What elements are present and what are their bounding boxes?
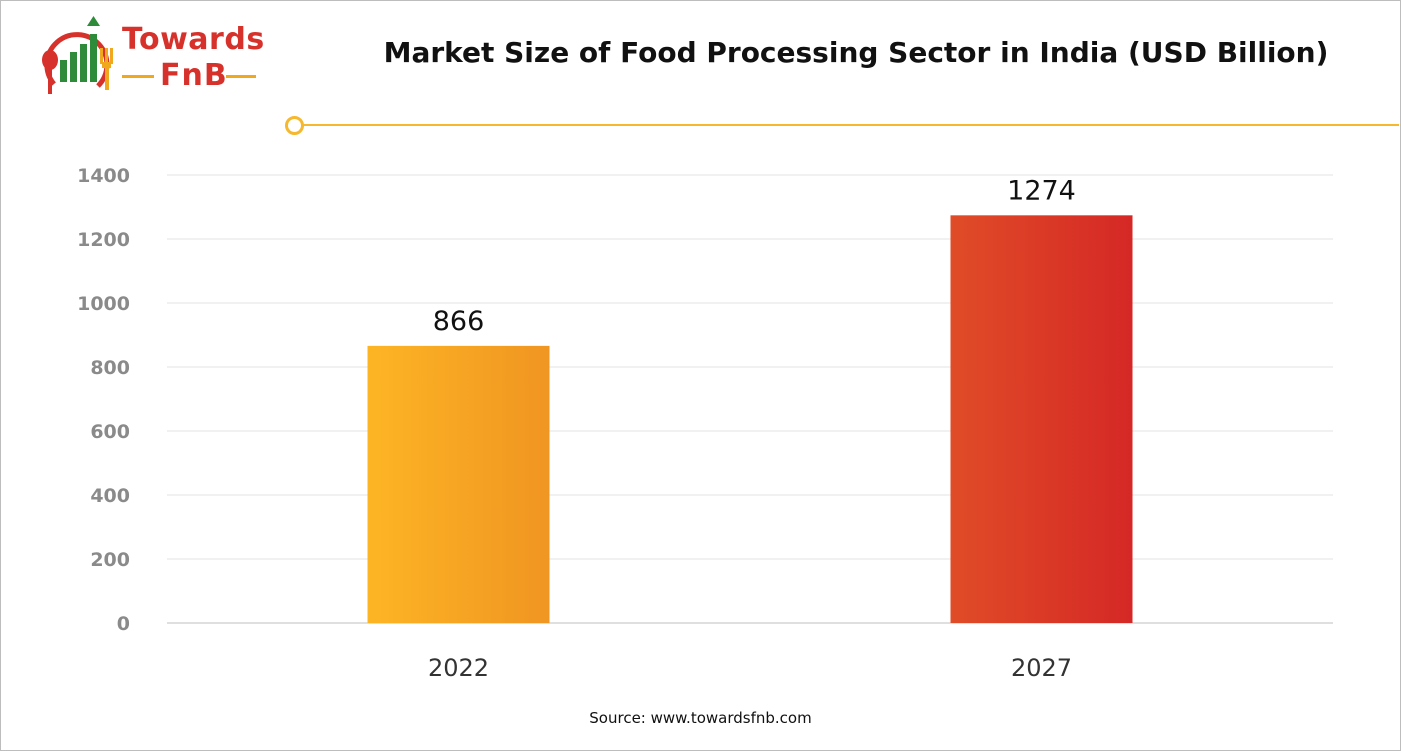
title-underline bbox=[302, 124, 1399, 126]
y-tick-label: 200 bbox=[90, 549, 130, 571]
y-tick-label: 600 bbox=[90, 421, 130, 443]
brand-name-line2: FnB bbox=[160, 58, 228, 93]
gridlines bbox=[167, 174, 1333, 624]
brand-dash-left bbox=[122, 75, 154, 78]
brand-logo: Towards FnB bbox=[36, 14, 276, 100]
logo-graphic-icon bbox=[42, 16, 113, 94]
y-tick-label: 1200 bbox=[77, 229, 130, 251]
data-label: 1274 bbox=[1007, 175, 1076, 206]
bar-2027 bbox=[950, 215, 1133, 623]
y-tick-label: 0 bbox=[117, 613, 130, 635]
chart-title: Market Size of Food Processing Sector in… bbox=[383, 36, 1329, 69]
y-tick-label: 400 bbox=[90, 485, 130, 507]
y-tick-label: 1400 bbox=[77, 165, 130, 187]
y-axis-ticks: 0 200 400 600 800 1000 1200 1400 bbox=[77, 165, 130, 635]
data-label: 866 bbox=[433, 306, 485, 337]
title-underline-dot bbox=[285, 116, 304, 135]
data-labels: 866 1274 bbox=[433, 175, 1076, 337]
x-axis-ticks: 2022 2027 bbox=[428, 654, 1072, 682]
y-tick-label: 800 bbox=[90, 357, 130, 379]
brand-dash-right bbox=[226, 75, 256, 78]
x-tick-label: 2027 bbox=[1011, 654, 1072, 682]
source-note: Source: www.towardsfnb.com bbox=[589, 709, 812, 727]
bars bbox=[367, 215, 1133, 623]
brand-name-line1: Towards bbox=[122, 22, 265, 57]
bar-2022 bbox=[367, 345, 550, 623]
x-tick-label: 2022 bbox=[428, 654, 489, 682]
y-tick-label: 1000 bbox=[77, 293, 130, 315]
